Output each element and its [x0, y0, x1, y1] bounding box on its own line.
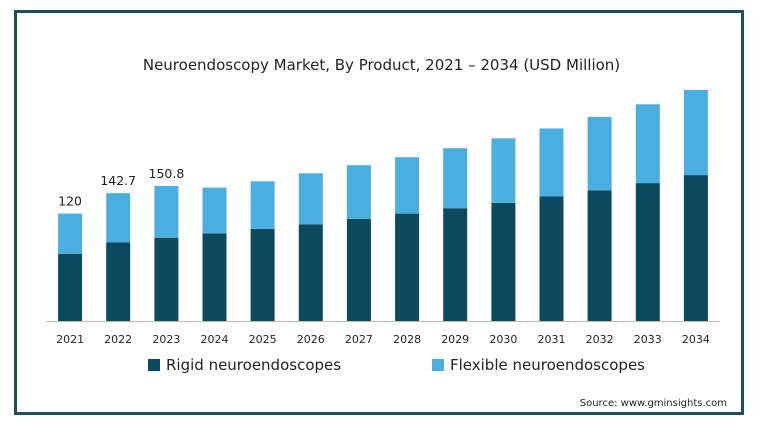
bar-flexible-2024	[202, 187, 227, 234]
chart-title: Neuroendoscopy Market, By Product, 2021 …	[142, 56, 621, 74]
legend-swatch-rigid	[148, 359, 160, 371]
source-note: Source: www.gminsights.com	[579, 398, 727, 409]
x-tick-label: 2022	[104, 333, 132, 346]
bar-rigid-2034	[683, 175, 708, 321]
bar-flexible-2027	[346, 165, 371, 219]
bar-flexible-2028	[395, 157, 420, 214]
bar-rigid-2033	[635, 183, 660, 321]
chart-frame	[14, 10, 744, 415]
bar-rigid-2024	[202, 233, 227, 321]
x-tick-label: 2027	[345, 333, 373, 346]
bar-rigid-2032	[587, 190, 612, 321]
bar-flexible-2030	[491, 138, 516, 203]
bar-rigid-2026	[298, 224, 323, 321]
x-tick-label: 2024	[201, 333, 229, 346]
bar-flexible-2031	[539, 128, 564, 197]
legend: Rigid neuroendoscopes Flexible neuroendo…	[0, 356, 763, 378]
bar-rigid-2025	[250, 228, 275, 321]
data-label-2023: 150.8	[149, 166, 185, 181]
x-tick-label: 2032	[586, 333, 614, 346]
x-tick-label: 2029	[441, 333, 469, 346]
bar-rigid-2022	[106, 242, 131, 321]
bar-flexible-2021	[58, 213, 83, 254]
bar-flexible-2034	[683, 90, 708, 176]
legend-label-flexible: Flexible neuroendoscopes	[450, 356, 645, 374]
bar-flexible-2026	[298, 173, 323, 225]
bar-rigid-2028	[395, 213, 420, 321]
x-tick-label: 2021	[56, 333, 84, 346]
bar-flexible-2023	[154, 186, 179, 238]
bar-rigid-2021	[58, 253, 83, 321]
data-labels: 120 142.7 150.8	[58, 166, 184, 209]
x-tick-labels: 2021 2022 2023 2024 2025 2026 2027 2028 2029 2030…	[56, 333, 710, 346]
bar-flexible-2032	[587, 116, 612, 191]
bar-flexible-2022	[106, 193, 131, 243]
legend-item-rigid: Rigid neuroendoscopes	[148, 356, 341, 374]
bars-group	[58, 90, 708, 321]
data-label-2021: 120	[58, 194, 82, 209]
x-tick-label: 2034	[682, 333, 710, 346]
x-tick-label: 2030	[489, 333, 517, 346]
bar-rigid-2029	[443, 208, 468, 321]
bar-rigid-2031	[539, 196, 564, 321]
bar-flexible-2033	[635, 104, 660, 184]
x-tick-label: 2031	[538, 333, 566, 346]
bar-rigid-2027	[346, 218, 371, 321]
bar-flexible-2029	[443, 148, 468, 209]
data-label-2022: 142.7	[100, 173, 136, 188]
x-tick-label: 2026	[297, 333, 325, 346]
bar-flexible-2025	[250, 181, 275, 229]
legend-swatch-flexible	[432, 359, 444, 371]
x-tick-label: 2028	[393, 333, 421, 346]
bar-rigid-2023	[154, 237, 179, 321]
x-tick-label: 2025	[249, 333, 277, 346]
legend-item-flexible: Flexible neuroendoscopes	[432, 356, 645, 374]
legend-label-rigid: Rigid neuroendoscopes	[166, 356, 342, 374]
x-tick-label: 2023	[152, 333, 180, 346]
bar-rigid-2030	[491, 202, 516, 321]
x-tick-label: 2033	[634, 333, 662, 346]
